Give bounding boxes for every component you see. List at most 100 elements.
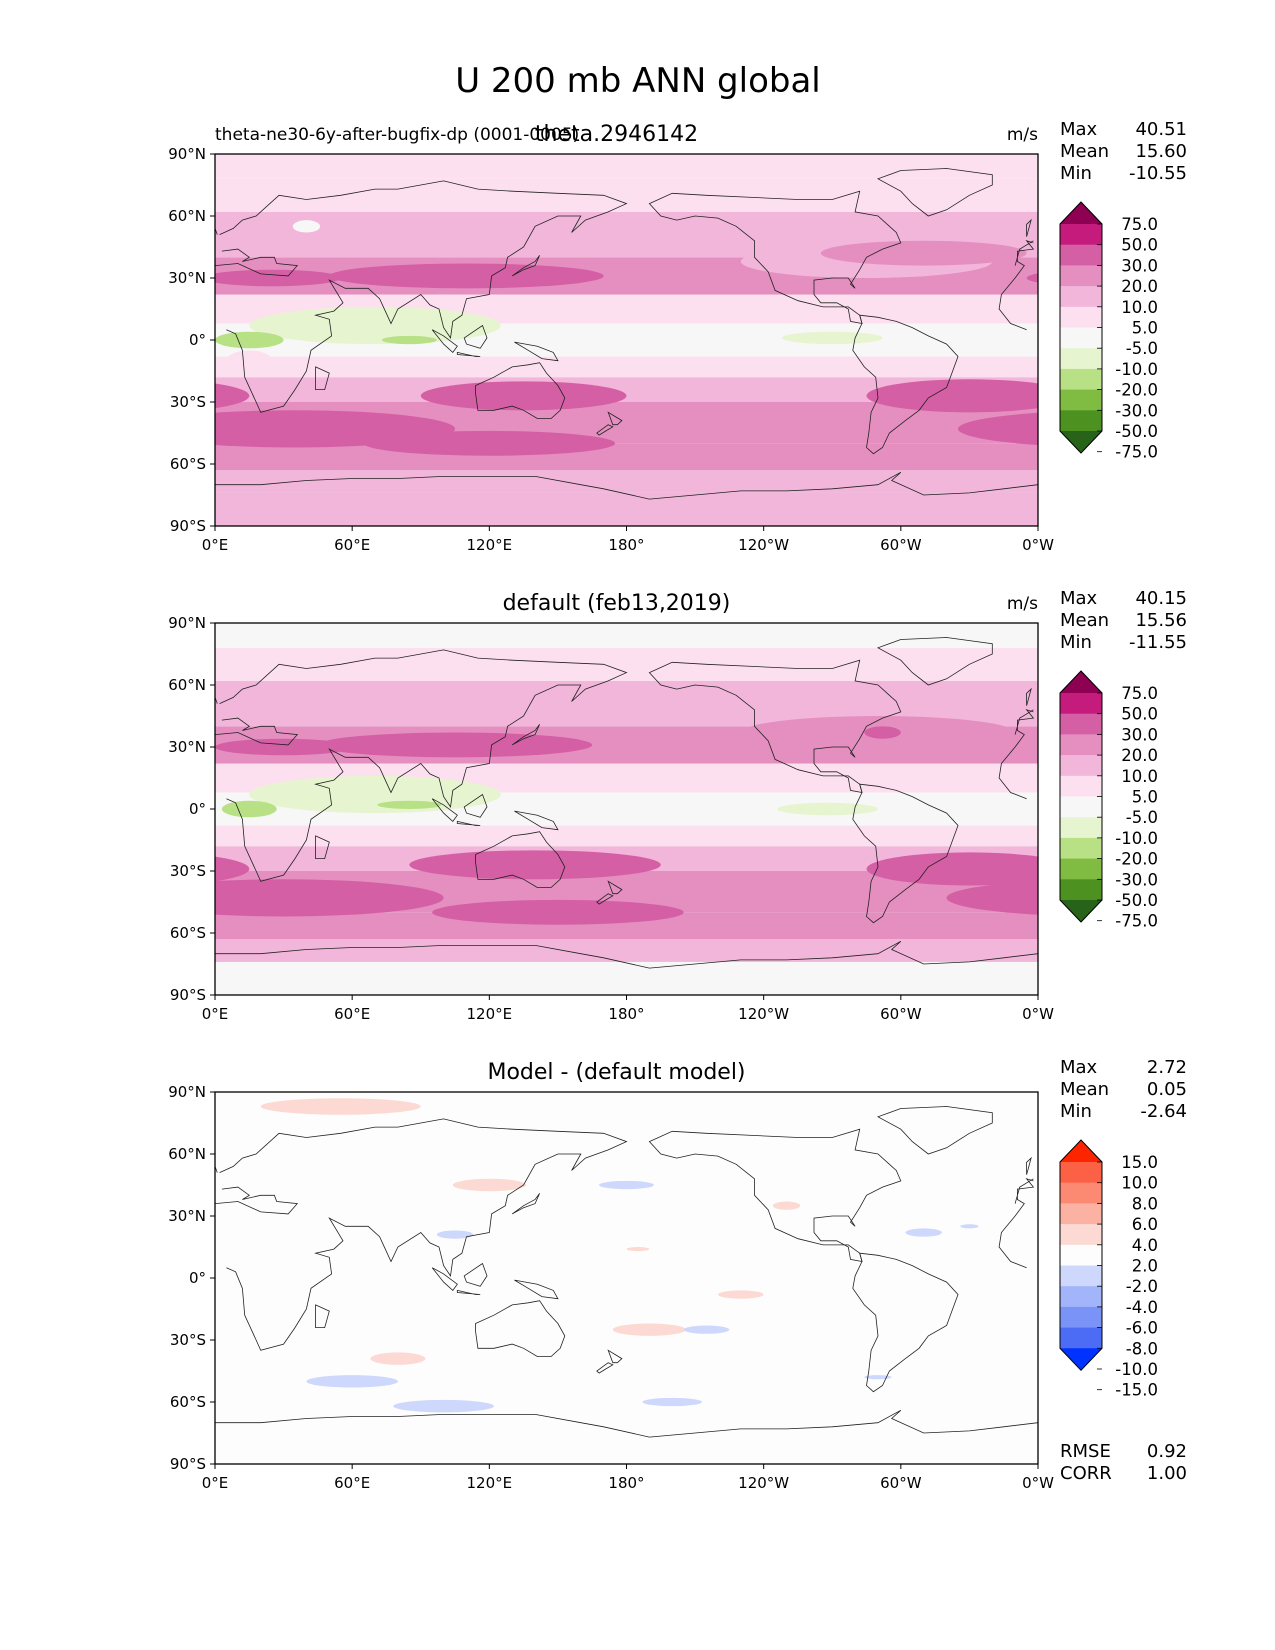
colorbar-segment: [1060, 306, 1102, 328]
contour-region: [41, 726, 78, 738]
colorbar-segment: [1060, 389, 1102, 411]
lon-tick-label: 180°: [608, 1474, 644, 1492]
coastline: [456, 351, 481, 357]
lon-tick-label: 120°E: [467, 536, 513, 554]
contour-region: [1260, 1230, 1275, 1238]
colorbar-label: -20.0: [1115, 381, 1158, 400]
colorbar-label: 10.0: [1121, 767, 1158, 786]
contour-region: [905, 1228, 942, 1237]
colorbar-segment: [1060, 348, 1102, 370]
contour-band: [215, 623, 1038, 648]
contour-region: [1187, 431, 1275, 456]
contour-region: [1255, 900, 1275, 925]
stat-value: 15.60: [1135, 141, 1187, 162]
lat-tick-label: 30°N: [168, 738, 206, 756]
colorbar-label: 15.0: [1121, 1153, 1158, 1172]
lat-tick-label: 30°N: [168, 1207, 206, 1225]
coastline: [463, 793, 488, 818]
lat-tick-label: 60°S: [170, 924, 206, 942]
contour-region: [642, 1397, 702, 1407]
lat-tick-label: 0°: [189, 331, 206, 349]
colorbar: 75.0 50.030.0 20.0 10.0 5.0-5.0 -10.0 -20.0-30…: [1059, 670, 1158, 931]
contour-region: [864, 1375, 892, 1380]
map-panel-1: 90°N 60°N 30°N 0° 30°S 60°S 90°S0°E 60°E 120°E 18…: [0, 119, 1275, 554]
contour-region: [215, 383, 250, 409]
colorbar-label: -15.0: [1115, 1381, 1158, 1400]
colorbar-segment: [1060, 817, 1102, 839]
stat-label: Mean: [1060, 610, 1109, 631]
colorbar-label: -10.0: [1115, 829, 1158, 848]
colorbar-segment: [1060, 224, 1102, 246]
colorbar-label: 30.0: [1121, 256, 1158, 275]
lat-tick-label: 30°S: [170, 393, 206, 411]
contour-band: [215, 939, 1038, 962]
coastline: [215, 1118, 1035, 1351]
lat-tick-label: 90°N: [168, 1083, 206, 1101]
contour-region: [377, 800, 442, 809]
contour-region: [1026, 273, 1038, 283]
colorbar-segment: [1060, 858, 1102, 880]
coastline: [607, 411, 623, 426]
stat-label: Max: [1060, 588, 1098, 609]
stat-label: Max: [1060, 119, 1098, 140]
contour-region: [0, 245, 169, 278]
lon-tick-label: 180°: [608, 536, 644, 554]
contour-region: [866, 379, 1038, 413]
lon-tick-label: 0°W: [1022, 536, 1054, 554]
contour-region: [82, 1228, 119, 1236]
contour-region: [215, 331, 284, 349]
colorbar-label: -30.0: [1115, 870, 1158, 889]
colorbar-segment: [1060, 1203, 1102, 1225]
lat-tick-label: 60°N: [168, 676, 206, 694]
stat-value: 2.72: [1147, 1057, 1187, 1078]
lat-tick-label: 60°S: [170, 1393, 206, 1411]
coastline: [456, 1289, 481, 1295]
colorbar-label: -30.0: [1115, 401, 1158, 420]
colorbar-label: 50.0: [1121, 705, 1158, 724]
contour-region: [1072, 776, 1275, 813]
colorbar-extend-bottom: [1060, 1348, 1102, 1371]
colorbar-segment: [1060, 755, 1102, 777]
colorbar-label: 5.0: [1132, 319, 1158, 338]
lat-tick-label: 60°N: [168, 207, 206, 225]
contour-region: [612, 1323, 686, 1336]
contour-region: [958, 412, 1038, 445]
coastline: [215, 940, 1038, 969]
coastline: [463, 1262, 488, 1287]
contour-band: [215, 961, 1038, 995]
coastline: [431, 1267, 458, 1291]
contour-region: [215, 856, 250, 882]
colorbar-label: 75.0: [1121, 684, 1158, 703]
contour-region: [1232, 850, 1275, 879]
colorbar-segment: [1060, 1244, 1102, 1266]
lon-tick-label: 120°E: [467, 1005, 513, 1023]
colorbar-segment: [1060, 1162, 1102, 1184]
contour-region: [781, 331, 883, 345]
stat-value: 40.51: [1135, 119, 1187, 140]
coastline: [514, 1279, 559, 1300]
colorbar-segment: [1060, 879, 1102, 901]
stat-value: 0.05: [1147, 1079, 1187, 1100]
contour-region: [864, 726, 901, 739]
lat-tick-label: 60°N: [168, 1145, 206, 1163]
colorbar-label: 8.0: [1132, 1194, 1158, 1213]
coastline: [511, 724, 540, 746]
coastline: [514, 341, 559, 362]
map-field: [41, 623, 1275, 995]
contour-region: [0, 241, 204, 266]
lon-tick-label: 60°E: [334, 1474, 370, 1492]
colorbar-segment: [1060, 327, 1102, 349]
colorbar-segment: [1060, 837, 1102, 859]
contour-region: [249, 306, 501, 345]
colorbar-label: 50.0: [1121, 236, 1158, 255]
contour-band: [215, 647, 1038, 681]
coastline: [596, 1362, 614, 1374]
colorbar-label: -5.0: [1126, 808, 1158, 827]
contour-region: [1141, 733, 1275, 758]
colorbar-segment: [1060, 1327, 1102, 1349]
stat-label: Min: [1060, 1101, 1092, 1122]
panel-left-title: theta-ne30-6y-after-bugfix-dp (0001-0005…: [215, 125, 579, 145]
coastline: [607, 1349, 623, 1364]
coastline: [456, 820, 481, 826]
lat-tick-label: 90°S: [170, 986, 206, 1004]
